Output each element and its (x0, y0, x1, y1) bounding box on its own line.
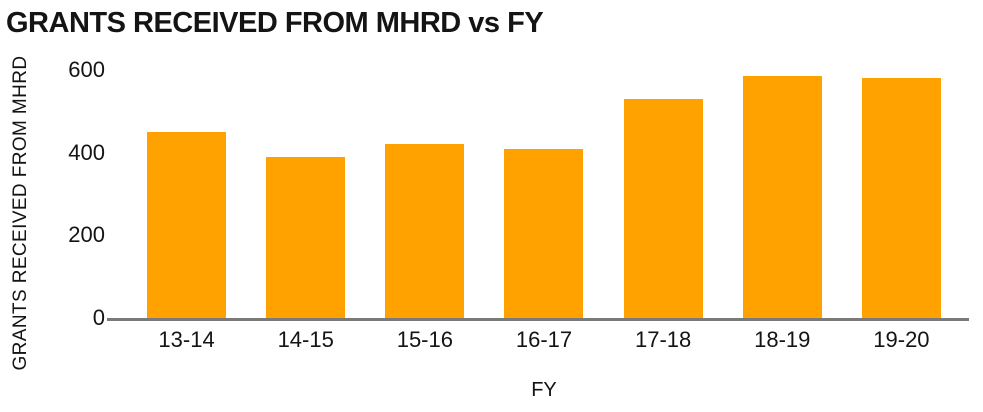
bar-slot (484, 0, 603, 318)
bar-16-17 (504, 148, 584, 318)
bar-13-14 (147, 132, 227, 318)
bar-slot (723, 0, 842, 318)
x-axis-line (107, 318, 969, 321)
x-tick-label: 18-19 (754, 327, 811, 352)
y-tick-label: 600 (68, 57, 105, 82)
bar-slot (604, 0, 723, 318)
bar-17-18 (623, 98, 703, 318)
x-tick-row: 13-14 14-15 15-16 16-17 17-18 18-19 19-20 (127, 327, 961, 353)
x-tick-label: 15-16 (396, 327, 453, 352)
bar-slot (365, 0, 484, 318)
y-tick-label: 200 (68, 222, 105, 248)
bar-14-15 (266, 156, 346, 318)
y-tick-label: 400 (68, 139, 105, 165)
x-tick-label: 16-17 (515, 327, 573, 352)
bar-15-16 (385, 144, 465, 318)
bar-slot (842, 0, 961, 318)
chart-title: GRANTS RECEIVED FROM MHRD vs FY (6, 7, 544, 39)
x-axis-title: FY (531, 379, 557, 401)
bar-19-20 (861, 78, 941, 318)
x-tick-label: 14-15 (277, 327, 334, 352)
y-tick-label: 0 (92, 305, 105, 330)
x-tick-label: 19-20 (873, 327, 930, 352)
x-tick-label: 13-14 (158, 327, 215, 352)
bar-slot (127, 0, 246, 318)
bar-slot (246, 0, 365, 318)
bar-18-19 (742, 76, 822, 318)
x-tick-label: 17-18 (634, 327, 692, 352)
plot-area (127, 0, 961, 318)
